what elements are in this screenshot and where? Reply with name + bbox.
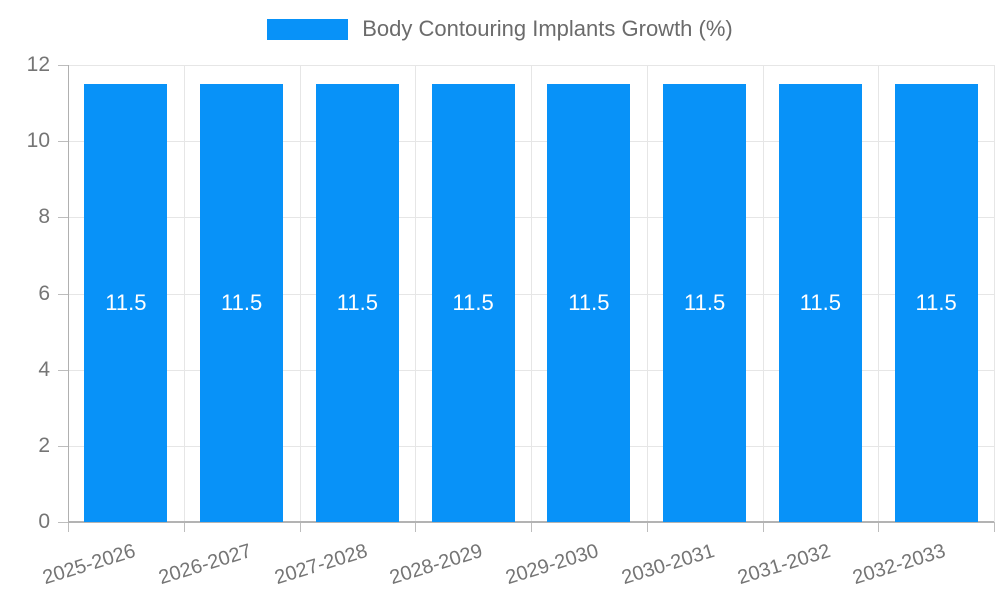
bar-value-label: 11.5 (105, 290, 147, 315)
bar[interactable]: 11.5 (663, 84, 747, 522)
y-axis-tick (58, 369, 68, 371)
legend-label: Body Contouring Implants Growth (%) (362, 16, 733, 41)
y-axis-label: 12 (26, 53, 50, 76)
y-axis-label: 10 (26, 129, 50, 153)
x-axis-label: 2026-2027 (156, 540, 255, 590)
gridline-vertical (762, 65, 764, 522)
y-axis-tick (58, 522, 68, 523)
gridline-vertical (299, 65, 301, 522)
bar-value-label: 11.5 (336, 290, 378, 315)
x-axis-label: 2030-2031 (619, 540, 718, 590)
x-axis-tick (299, 522, 301, 532)
bar[interactable]: 11.5 (84, 84, 168, 522)
bar[interactable]: 11.5 (894, 84, 978, 522)
bar[interactable]: 11.5 (778, 84, 862, 522)
gridline-vertical (415, 65, 417, 522)
bar-value-label: 11.5 (221, 290, 263, 315)
x-axis-tick (762, 522, 764, 532)
y-axis-tick (58, 293, 68, 295)
x-axis-label: 2028-2029 (387, 540, 486, 590)
y-axis-tick (58, 141, 68, 143)
x-axis-label: 2027-2028 (271, 540, 370, 590)
gridline-vertical (878, 65, 880, 522)
x-axis-tick (183, 522, 185, 532)
x-axis-tick (646, 522, 648, 532)
bar[interactable]: 11.5 (547, 84, 631, 522)
bar-value-label: 11.5 (799, 290, 841, 315)
bar-value-label: 11.5 (452, 290, 494, 315)
x-axis-tick (531, 522, 532, 532)
bar[interactable]: 11.5 (200, 84, 284, 522)
bar[interactable]: 11.5 (315, 84, 399, 522)
y-axis-tick (58, 65, 68, 66)
bar-value-label: 11.5 (684, 290, 726, 315)
gridline-vertical (994, 65, 995, 522)
x-axis-label: 2032-2033 (850, 540, 949, 590)
bar-value-label: 11.5 (915, 290, 957, 315)
gridline-vertical (646, 65, 648, 522)
x-axis-label: 2029-2030 (503, 540, 602, 590)
y-axis-line (68, 65, 69, 522)
bar-value-label: 11.5 (568, 290, 610, 315)
y-axis-label: 8 (38, 205, 50, 229)
x-axis-line (68, 521, 994, 523)
x-axis-label: 2025-2026 (40, 540, 139, 590)
y-axis-label: 4 (38, 357, 50, 381)
x-axis-tick (878, 522, 880, 532)
legend[interactable]: Body Contouring Implants Growth (%) (0, 16, 1000, 42)
y-axis-label: 6 (38, 281, 50, 305)
legend-swatch[interactable] (267, 18, 349, 40)
y-axis-tick (58, 217, 68, 219)
x-axis-tick (68, 522, 69, 532)
y-axis-label: 0 (38, 510, 50, 533)
x-axis-tick (415, 522, 417, 532)
x-axis-tick (994, 522, 995, 532)
gridline-vertical (183, 65, 185, 522)
bar[interactable]: 11.5 (431, 84, 515, 522)
gridline-vertical (531, 65, 532, 522)
y-axis-label: 2 (38, 433, 50, 457)
x-axis-label: 2031-2032 (734, 540, 833, 590)
y-axis-tick (58, 445, 68, 447)
